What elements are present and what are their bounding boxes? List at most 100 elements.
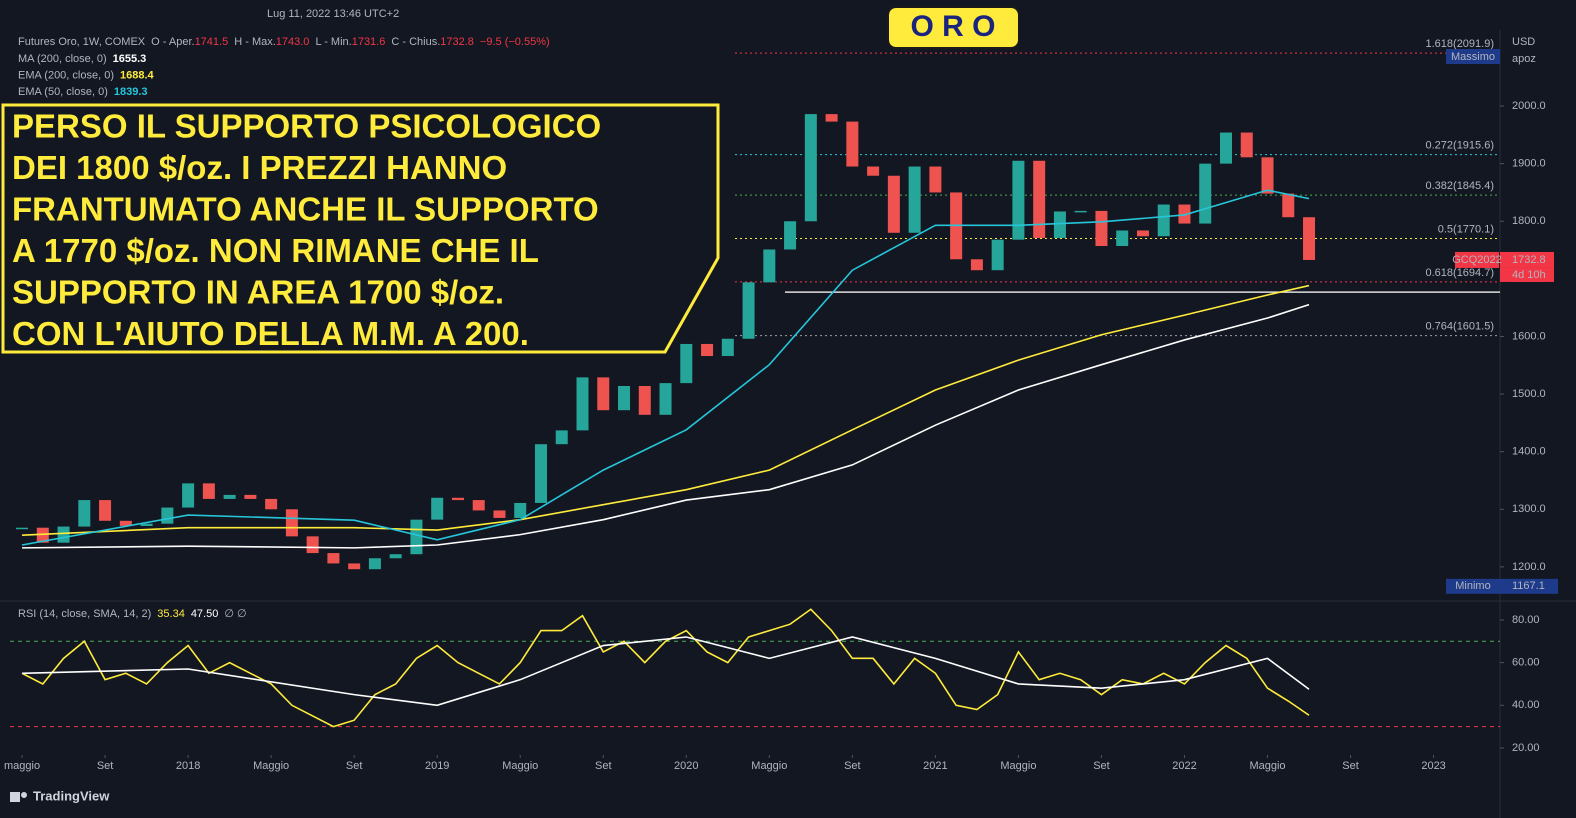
study-legend: MA (200, close, 0) 1655.3	[18, 53, 146, 65]
candle	[472, 500, 485, 511]
candle	[1261, 157, 1274, 194]
unit: USD	[1512, 36, 1535, 48]
fib-label: 0.272(1915.6)	[1426, 140, 1495, 152]
x-tick-label: Set	[1342, 760, 1359, 772]
datetime: Lug 11, 2022 13:46 UTC+2	[267, 8, 399, 20]
candle	[597, 377, 610, 411]
legend-symbol: Futures Oro, 1W, COMEX	[18, 36, 146, 48]
x-tick-label: Set	[844, 760, 861, 772]
min-value: 1167.1	[1512, 580, 1545, 592]
study-value: 1655.3	[113, 53, 147, 65]
rsi-legend: RSI (14, close, SMA, 14, 2) 35.34 47.50 ∅ ∅	[18, 608, 247, 620]
candle	[970, 259, 983, 271]
y-tick-label: 20.00	[1512, 742, 1540, 754]
y-tick-label: 2000.0	[1512, 100, 1546, 112]
candle	[825, 114, 838, 122]
candle	[57, 526, 70, 543]
candle	[784, 221, 797, 250]
y-tick-label: 1400.0	[1512, 446, 1546, 458]
candle	[742, 282, 755, 339]
legend-ohlc: Futures Oro, 1W, COMEX O - Aper.1741.5 H -…	[18, 36, 550, 48]
candle	[1095, 210, 1108, 247]
series-line	[21, 608, 1310, 728]
symbol-tag-box	[1455, 251, 1499, 268]
legend-item: C - Chius.	[391, 36, 440, 48]
study-name: EMA (200, close, 0)	[18, 69, 114, 81]
candle	[555, 430, 568, 445]
candle	[1012, 160, 1025, 240]
fib-label: 0.5(1770.1)	[1438, 223, 1494, 235]
candle	[16, 527, 29, 530]
brand: TradingView	[10, 788, 110, 803]
y-tick-label: 1200.0	[1512, 561, 1546, 573]
series-line	[22, 284, 1310, 537]
x-tick-label: Maggio	[1249, 760, 1285, 772]
x-tick-label: Maggio	[253, 760, 289, 772]
legend-item: O - Aper.	[151, 36, 194, 48]
countdown: 4d 10h	[1512, 269, 1546, 281]
candle	[451, 497, 464, 501]
candle	[638, 386, 651, 415]
candle	[514, 502, 527, 518]
y-tick-label: 1900.0	[1512, 158, 1546, 170]
candle	[389, 554, 402, 559]
x-tick-label: 2020	[674, 760, 698, 772]
max-label: Massimo	[1451, 51, 1495, 63]
study-value: 1688.4	[120, 69, 155, 81]
candle	[701, 343, 714, 357]
series-line	[21, 189, 1310, 546]
candle	[202, 483, 215, 499]
fib-label: 0.382(1845.4)	[1426, 180, 1495, 192]
x-tick-label: Maggio	[1000, 760, 1036, 772]
study-value: 1839.3	[114, 86, 148, 98]
candle	[680, 343, 693, 384]
x-tick-label: maggio	[4, 760, 40, 772]
rsi-readout: 47.50	[191, 608, 219, 620]
candle	[161, 507, 174, 524]
candle	[534, 444, 547, 503]
candle	[576, 377, 589, 431]
symbol-tag: GCQ2022	[1452, 254, 1502, 266]
study-legend: EMA (50, close, 0) 1839.3	[18, 86, 148, 98]
candle	[721, 338, 734, 357]
series-line	[22, 303, 1310, 549]
candle	[1033, 160, 1046, 238]
candle	[1178, 204, 1191, 224]
min-value-tag	[1500, 578, 1558, 594]
candle	[36, 527, 49, 543]
candle	[244, 494, 257, 499]
annotation-line: SUPPORTO IN AREA 1700 $/oz.	[12, 274, 504, 311]
study-name: EMA (50, close, 0)	[18, 86, 108, 98]
rsi-readout: ∅ ∅	[224, 608, 246, 620]
legend-item: 1743.0	[276, 36, 310, 48]
badge: O R O	[910, 10, 995, 43]
candle	[867, 166, 880, 176]
fib-label: 0.764(1601.5)	[1426, 321, 1495, 333]
x-tick-label: Maggio	[751, 760, 787, 772]
y-tick-label: 1500.0	[1512, 388, 1546, 400]
fib-label: 0.618(1694.7)	[1426, 267, 1495, 279]
candle	[1199, 163, 1212, 224]
countdown-tag	[1500, 267, 1554, 282]
candle	[908, 166, 921, 233]
candle	[306, 536, 319, 554]
candle	[991, 239, 1004, 271]
candle	[887, 175, 900, 233]
candle	[763, 249, 776, 283]
candle	[368, 558, 381, 570]
candle	[410, 519, 423, 555]
brand-name: TradingView	[33, 788, 110, 803]
legend-item: −9.5 (−0.55%)	[480, 36, 550, 48]
price-tag	[1500, 251, 1554, 268]
legend-item: 1731.6	[352, 36, 386, 48]
legend-item: L - Min.	[315, 36, 351, 48]
candle	[431, 497, 444, 520]
candle	[1282, 193, 1295, 218]
legend-item: 1741.5	[195, 36, 229, 48]
max-tag	[1446, 49, 1500, 64]
candle	[1116, 230, 1129, 247]
candle	[804, 114, 817, 222]
y-tick-label: 80.00	[1512, 614, 1540, 626]
candle	[659, 383, 672, 415]
